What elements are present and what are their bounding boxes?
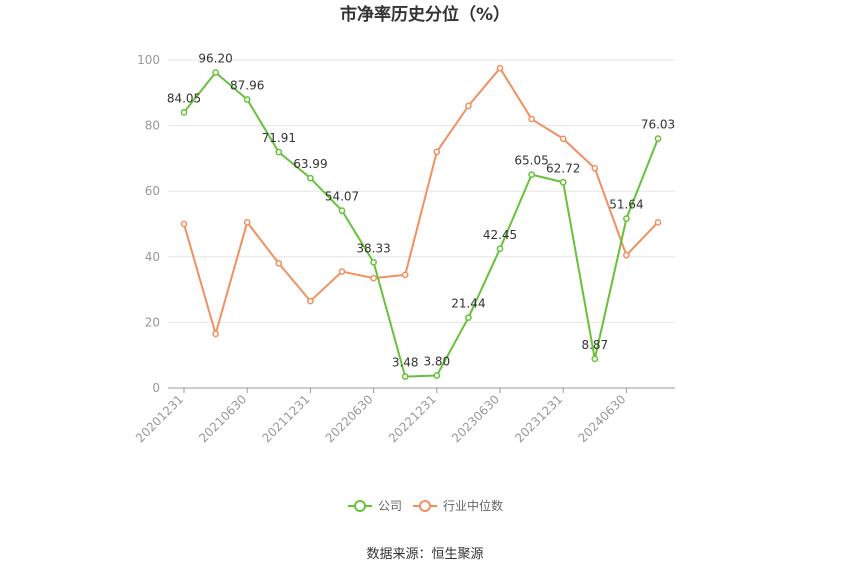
- data-point-1[interactable]: [338, 268, 346, 275]
- data-point-1[interactable]: [528, 115, 535, 123]
- y-tick-label: 60: [145, 184, 160, 198]
- data-point-0[interactable]: [433, 372, 441, 379]
- data-label: 38.33: [356, 241, 390, 255]
- legend[interactable]: 公司 行业中位数: [348, 498, 503, 513]
- data-label: 42.45: [483, 228, 517, 242]
- y-tick-label: 0: [152, 381, 160, 395]
- data-label: 65.05: [514, 154, 548, 168]
- data-point-0[interactable]: [275, 148, 283, 156]
- x-tick-label: 20230630: [449, 392, 502, 445]
- data-point-1[interactable]: [212, 330, 219, 338]
- data-label: 71.91: [262, 131, 296, 145]
- data-point-0[interactable]: [623, 215, 630, 222]
- y-tick-label: 20: [145, 315, 160, 329]
- x-tick-label: 20201231: [133, 392, 186, 445]
- data-point-0[interactable]: [496, 245, 504, 253]
- data-point-0[interactable]: [528, 171, 535, 178]
- legend-label-1: 行业中位数: [443, 498, 503, 513]
- data-point-0[interactable]: [338, 207, 346, 215]
- series-line-1: [183, 67, 659, 335]
- data-point-1[interactable]: [591, 164, 599, 172]
- series-layer: [180, 64, 662, 380]
- data-point-1[interactable]: [180, 220, 188, 228]
- data-point-0[interactable]: [307, 174, 314, 182]
- data-point-0[interactable]: [591, 355, 599, 363]
- data-labels: 84.05 96.20 87.96 71.91 63.99 54.07 38.33 3.48 3…: [167, 51, 675, 369]
- data-point-1[interactable]: [654, 219, 662, 226]
- data-label: 84.05: [167, 91, 201, 105]
- legend-label-0: 公司: [378, 499, 402, 513]
- data-point-1[interactable]: [401, 271, 409, 279]
- x-tick-label: 20231231: [512, 392, 565, 445]
- data-label: 8.87: [581, 338, 608, 352]
- data-label: 3.80: [423, 355, 450, 369]
- grid: [168, 59, 675, 323]
- data-point-1[interactable]: [275, 260, 283, 267]
- data-point-0[interactable]: [401, 373, 409, 380]
- legend-item-0[interactable]: 公司: [348, 499, 402, 513]
- legend-marker-0: [354, 500, 366, 512]
- data-point-0[interactable]: [465, 314, 472, 322]
- x-tick-label: 20221231: [386, 392, 439, 445]
- data-point-0[interactable]: [559, 178, 567, 186]
- data-label: 63.99: [293, 157, 327, 171]
- x-tick-label: 20240630: [575, 392, 628, 445]
- data-point-1[interactable]: [370, 274, 377, 282]
- x-tick-label: 20211231: [259, 392, 312, 445]
- data-point-1[interactable]: [623, 251, 630, 259]
- legend-item-1[interactable]: 行业中位数: [413, 498, 503, 513]
- data-point-1[interactable]: [307, 297, 314, 305]
- data-point-1[interactable]: [559, 135, 567, 143]
- y-tick-label: 80: [145, 119, 160, 133]
- legend-marker-1: [419, 500, 431, 512]
- data-point-1[interactable]: [243, 219, 251, 226]
- data-point-1[interactable]: [433, 148, 441, 156]
- data-point-1[interactable]: [465, 102, 472, 110]
- data-label: 96.20: [198, 51, 232, 65]
- data-point-1[interactable]: [496, 64, 504, 72]
- data-label: 76.03: [641, 118, 675, 132]
- data-label: 3.48: [392, 356, 419, 370]
- y-tick-label: 40: [145, 250, 160, 264]
- x-tick-label: 20210630: [196, 392, 249, 445]
- data-point-0[interactable]: [180, 108, 188, 116]
- data-label: 87.96: [230, 78, 264, 92]
- data-point-0[interactable]: [212, 69, 219, 76]
- y-axis: 0 20 40 60 80 100: [137, 53, 160, 395]
- y-tick-label: 100: [137, 53, 160, 67]
- data-point-0[interactable]: [654, 135, 662, 142]
- series-line-0: [183, 71, 659, 378]
- x-tick-label: 20220630: [323, 392, 376, 445]
- data-point-0[interactable]: [370, 258, 377, 266]
- data-label: 54.07: [325, 190, 359, 204]
- data-point-0[interactable]: [243, 96, 251, 103]
- chart-title: 市净率历史分位（%）: [340, 4, 510, 25]
- data-label: 51.64: [609, 198, 643, 212]
- source-text: 数据来源：恒生聚源: [366, 547, 483, 562]
- data-label: 62.72: [546, 161, 580, 175]
- x-axis: 20201231 20210630 20211231 20220630 20221231…: [133, 387, 675, 445]
- data-label: 21.44: [451, 297, 485, 311]
